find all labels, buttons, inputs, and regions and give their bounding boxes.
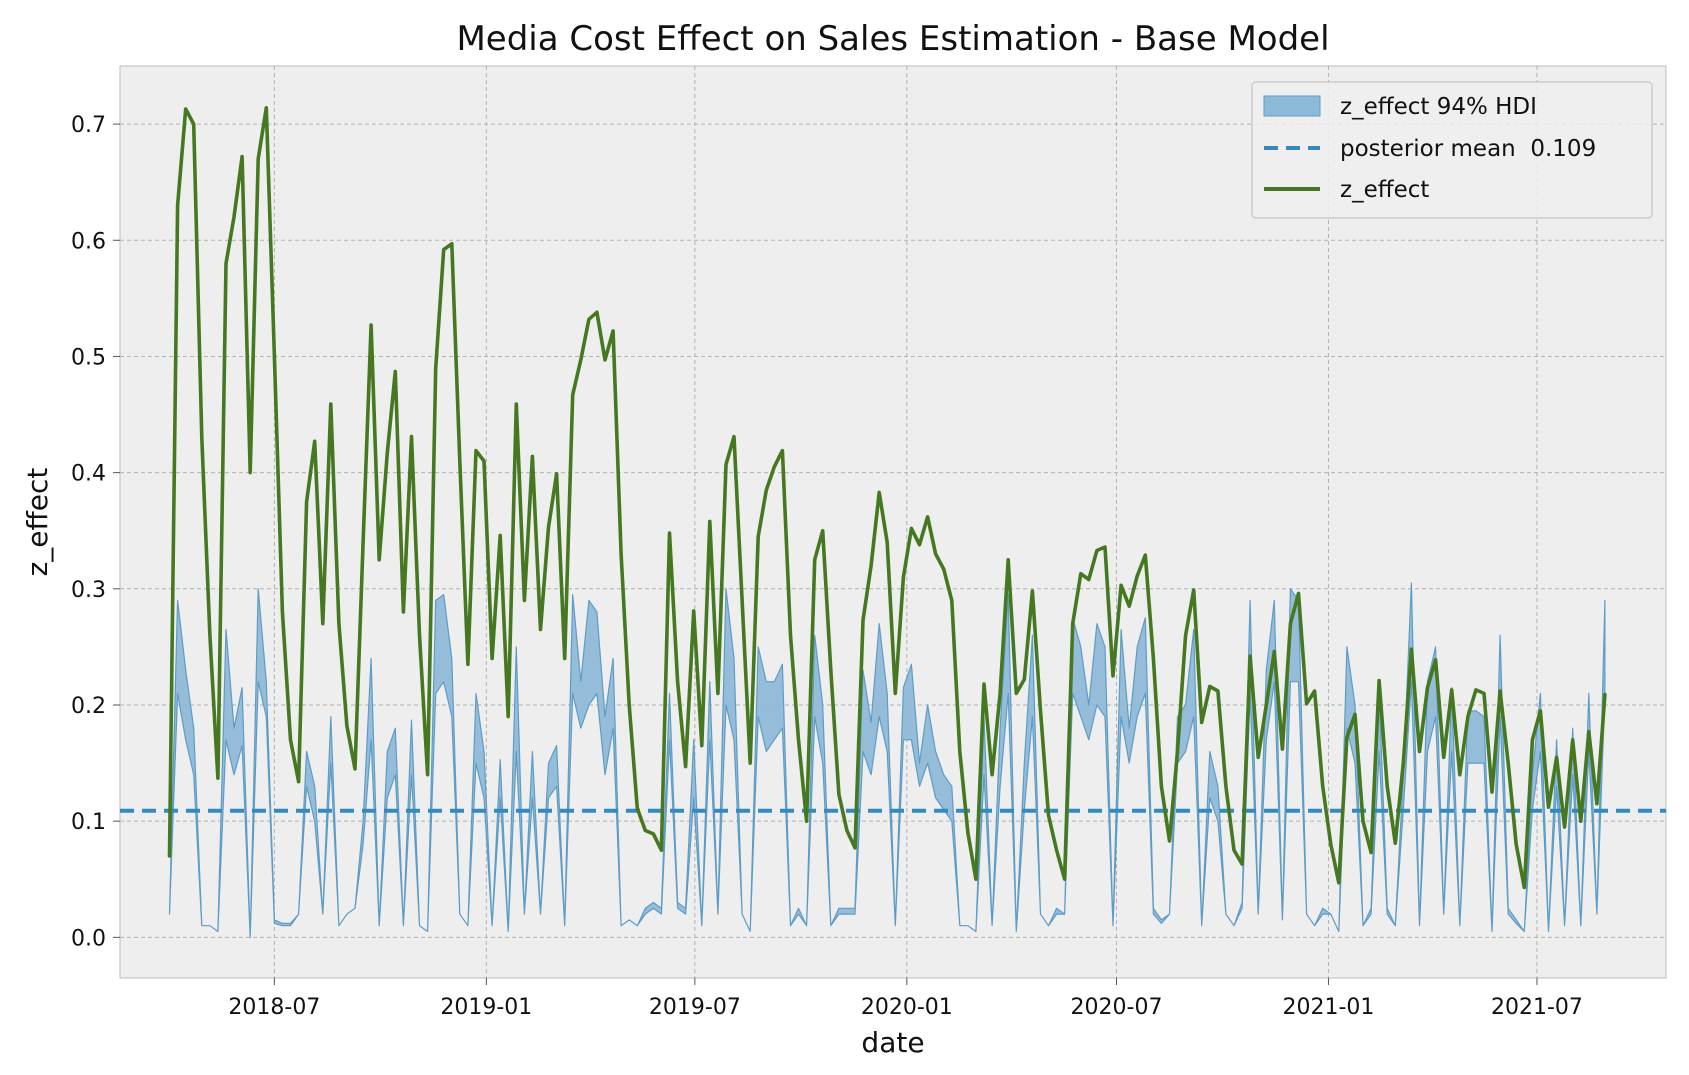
- y-axis-label: z_effect: [21, 468, 54, 577]
- y-tick-label: 0.7: [71, 113, 106, 138]
- y-tick-labels: 0.0 0.1 0.2 0.3 0.4 0.5 0.6 0.7: [71, 113, 106, 951]
- x-tick-labels: 2018-07 2019-01 2019-07 2020-01 2020-07 2021-…: [228, 995, 1583, 1020]
- y-tick-label: 0.6: [71, 229, 106, 254]
- y-tick-label: 0.3: [71, 578, 106, 603]
- x-tick-label: 2019-07: [649, 995, 741, 1020]
- y-tick-label: 0.4: [71, 462, 106, 487]
- x-tick-label: 2021-07: [1491, 995, 1583, 1020]
- hdi-band-layer: [168, 582, 1606, 938]
- legend-label-z-effect: z_effect: [1340, 177, 1429, 203]
- x-tick-label: 2021-01: [1282, 995, 1374, 1020]
- legend: z_effect 94% HDI posterior mean 0.109 z_…: [1251, 81, 1653, 219]
- x-axis-label: date: [861, 1026, 924, 1059]
- hdi-band: [168, 582, 1606, 938]
- z-effect-line: [167, 106, 1607, 890]
- z-effect-line-layer: [167, 106, 1607, 890]
- x-tick-label: 2020-01: [861, 995, 953, 1020]
- legend-label-hdi: z_effect 94% HDI: [1340, 94, 1537, 120]
- legend-frame: [1251, 81, 1653, 219]
- y-tick-label: 0.1: [71, 810, 106, 835]
- chart-title: Media Cost Effect on Sales Estimation - …: [456, 19, 1329, 59]
- y-tick-label: 0.5: [71, 345, 106, 370]
- x-tick-label: 2020-07: [1071, 995, 1163, 1020]
- y-tick-label: 0.0: [71, 926, 106, 951]
- legend-hdi-swatch: [1263, 95, 1321, 117]
- y-tick-label: 0.2: [71, 694, 106, 719]
- grid-layer: [113, 66, 1666, 985]
- legend-label-posterior-mean: posterior mean 0.109: [1340, 136, 1596, 162]
- x-tick-label: 2018-07: [228, 995, 320, 1020]
- x-tick-label: 2019-01: [440, 995, 532, 1020]
